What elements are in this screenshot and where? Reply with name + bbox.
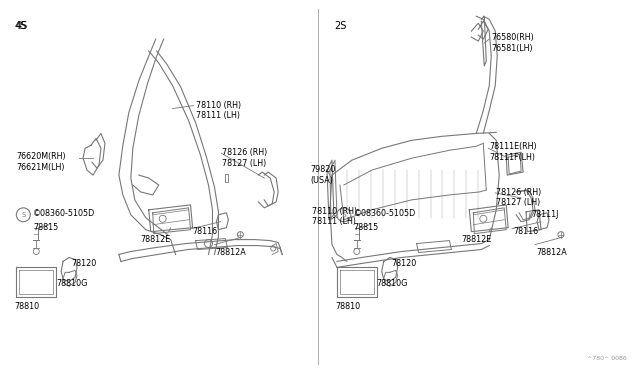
Text: 78812E: 78812E	[141, 235, 171, 244]
Text: S: S	[21, 212, 26, 218]
Text: 78110 (RH)
78111 (LH): 78110 (RH) 78111 (LH)	[312, 207, 357, 226]
Text: ©08360-5105D: ©08360-5105D	[354, 209, 416, 218]
Text: 76620M(RH)
76621M(LH): 76620M(RH) 76621M(LH)	[17, 152, 66, 171]
Text: 78120: 78120	[392, 259, 417, 269]
Text: 78810G: 78810G	[377, 279, 408, 288]
Text: S: S	[342, 212, 346, 218]
Text: 78810G: 78810G	[56, 279, 88, 288]
Text: 78815: 78815	[354, 223, 379, 232]
Text: 76580(RH)
76581(LH): 76580(RH) 76581(LH)	[492, 33, 534, 52]
Text: 78810: 78810	[335, 302, 360, 311]
Text: 78815: 78815	[33, 223, 58, 232]
Text: 4S: 4S	[15, 21, 28, 31]
Text: 78111J: 78111J	[531, 210, 559, 219]
Text: 78111E(RH)
78111F(LH): 78111E(RH) 78111F(LH)	[489, 142, 537, 162]
Text: 78116: 78116	[193, 227, 218, 236]
Text: 79820
(USA): 79820 (USA)	[310, 165, 335, 185]
Text: 78126 (RH)
78127 (LH): 78126 (RH) 78127 (LH)	[223, 148, 268, 168]
Text: 4S: 4S	[14, 21, 27, 31]
Text: 78812A: 78812A	[536, 247, 567, 257]
Text: ©08360-5105D: ©08360-5105D	[33, 209, 95, 218]
Text: 78812E: 78812E	[461, 235, 492, 244]
Text: 2S: 2S	[334, 21, 346, 31]
Text: ^780^ 0086: ^780^ 0086	[587, 356, 627, 361]
Text: 78810: 78810	[14, 302, 40, 311]
Text: 78116: 78116	[513, 227, 538, 236]
Text: 78120: 78120	[71, 259, 97, 269]
Text: 78110 (RH)
78111 (LH): 78110 (RH) 78111 (LH)	[196, 101, 241, 120]
Text: 78126 (RH)
78127 (LH): 78126 (RH) 78127 (LH)	[496, 188, 541, 207]
Text: 78812A: 78812A	[216, 247, 246, 257]
